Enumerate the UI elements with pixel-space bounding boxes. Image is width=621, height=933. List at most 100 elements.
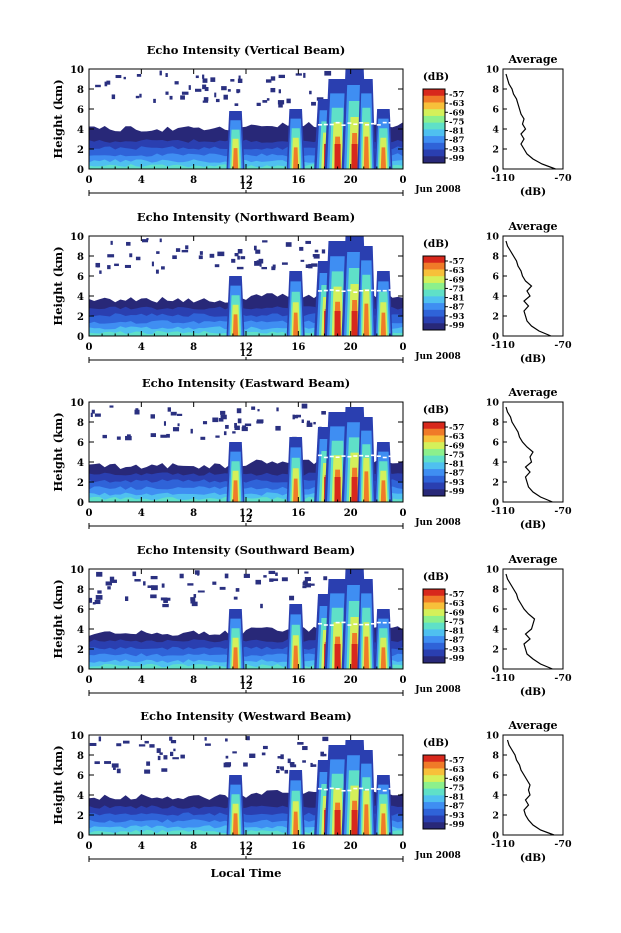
profile-y-tick-label: 2	[492, 312, 499, 323]
echo-speckle	[231, 258, 236, 263]
echo-speckle	[116, 743, 122, 747]
echo-speckle	[150, 433, 156, 438]
echo-speckle	[236, 89, 239, 94]
echo-speckle	[170, 751, 174, 757]
colorbar-tick-label: -63	[449, 599, 464, 609]
echo-speckle	[276, 766, 280, 770]
echo-speckle	[187, 583, 194, 586]
echo-speckle	[190, 597, 196, 601]
echo-speckle	[185, 245, 189, 250]
profile-x-tick-label: -110	[491, 839, 515, 850]
melting-layer-mark	[388, 121, 393, 124]
profile-y-tick-label: 6	[492, 105, 499, 116]
y-tick-label: 6	[77, 605, 84, 616]
echo-speckle	[237, 78, 243, 83]
y-tick-label: 8	[77, 85, 84, 96]
echo-speckle	[212, 581, 217, 585]
echo-speckle	[176, 413, 183, 416]
colorbar-swatch	[423, 795, 445, 803]
profile-y-tick-label: 2	[492, 811, 499, 822]
x-tick-label: 12	[239, 675, 253, 686]
echo-speckle	[303, 580, 308, 585]
colorbar-title: (dB)	[423, 737, 449, 749]
x-tick-label: 8	[190, 841, 197, 852]
x-tick-label: 20	[344, 508, 358, 519]
melting-layer-mark	[382, 121, 387, 124]
echo-speckle	[104, 761, 112, 764]
convective-cell	[380, 647, 386, 669]
colorbar-swatch	[423, 629, 445, 637]
melting-layer-mark	[382, 289, 387, 292]
profile-line	[505, 73, 556, 170]
convective-cell	[380, 813, 386, 835]
echo-speckle	[191, 601, 198, 607]
profile-y-tick-label: 4	[492, 791, 499, 802]
colorbar-title: (dB)	[423, 571, 449, 583]
echo-speckle	[175, 248, 181, 252]
colorbar-swatch	[423, 303, 445, 311]
echo-speckle	[256, 419, 264, 423]
echo-speckle	[102, 434, 107, 439]
y-axis-label: Height (km)	[51, 79, 65, 158]
noon-label: 12	[240, 682, 253, 692]
x-tick-label: 16	[291, 342, 305, 353]
echo-speckle	[300, 259, 305, 262]
echo-speckle	[224, 573, 229, 579]
echo-speckle	[244, 423, 252, 427]
colorbar-title: (dB)	[423, 71, 449, 83]
echo-speckle	[163, 599, 168, 603]
echo-speckle	[217, 251, 225, 257]
colorbar-swatch	[423, 276, 445, 284]
melting-layer-mark	[317, 787, 322, 790]
colorbar-tick-label: -69	[449, 774, 464, 784]
x-tick-label: 12	[239, 841, 253, 852]
melting-layer-mark	[353, 455, 358, 457]
echo-speckle	[227, 89, 231, 92]
melting-layer-mark	[365, 623, 370, 626]
colorbar-swatch	[423, 156, 445, 164]
echo-speckle	[111, 94, 116, 100]
echo-speckle	[251, 406, 256, 410]
echo-speckle	[107, 586, 111, 590]
x-tick-label: 4	[138, 508, 145, 519]
colorbar-swatch	[423, 95, 445, 103]
echo-speckle	[323, 576, 328, 581]
echo-speckle	[138, 744, 146, 747]
melting-layer-mark	[359, 454, 364, 457]
colorbar-tick-label: -99	[449, 654, 464, 664]
colorbar-swatch	[423, 282, 445, 291]
echo-speckle	[146, 237, 149, 241]
melting-layer-mark	[388, 455, 393, 458]
echo-speckle	[110, 240, 113, 245]
colorbar-swatch	[423, 262, 445, 270]
echo-speckle	[281, 262, 288, 265]
echo-speckle	[94, 599, 101, 605]
profile-x-tick-label: -110	[491, 506, 515, 517]
colorbar-swatch	[423, 482, 445, 490]
echo-speckle	[265, 79, 272, 83]
panel-title: Echo Intensity (Southward Beam)	[137, 543, 355, 557]
melting-layer-mark	[359, 787, 364, 790]
echo-speckle	[304, 583, 311, 588]
colorbar-title: (dB)	[423, 238, 449, 250]
echo-speckle	[220, 414, 227, 420]
melting-layer-mark	[394, 622, 399, 625]
echo-speckle	[272, 264, 276, 269]
melting-layer-mark	[323, 289, 328, 292]
y-tick-label: 6	[77, 771, 84, 782]
cell-core	[334, 477, 341, 502]
melting-layer-mark	[394, 121, 399, 124]
melting-layer-mark	[388, 787, 393, 790]
echo-speckle	[215, 98, 220, 103]
echo-speckle	[303, 72, 306, 78]
echo-speckle	[255, 249, 261, 254]
echo-speckle	[270, 87, 276, 93]
colorbar-swatch	[423, 136, 445, 144]
echo-speckle	[302, 585, 307, 589]
colorbar-tick-label: -93	[449, 478, 464, 488]
echo-speckle	[195, 88, 202, 92]
date-label: Jun 2008	[414, 518, 461, 528]
echo-speckle	[124, 264, 131, 268]
echo-speckle	[92, 602, 96, 605]
profile-x-label: (dB)	[520, 186, 546, 198]
